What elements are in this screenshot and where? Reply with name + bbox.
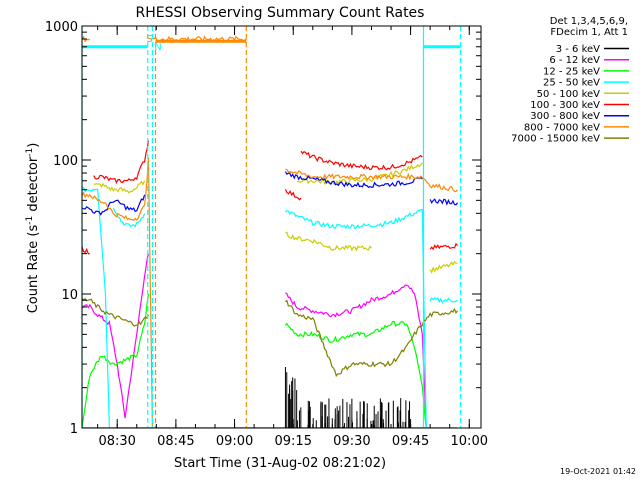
- y-axis-label: Count Rate (s-1 detector-1): [25, 143, 41, 314]
- plot-area: SN: [82, 26, 462, 428]
- y-tick-label: 100: [53, 154, 78, 169]
- series-line-segment: [285, 284, 427, 428]
- legend-label: 7000 - 15000 keV: [511, 134, 600, 145]
- series-line-segment: [284, 320, 427, 428]
- series-line-segment: [82, 246, 90, 255]
- series-line-segment: [284, 171, 423, 189]
- legend-label: 25 - 50 keV: [543, 78, 600, 89]
- legend-label: 3 - 6 keV: [556, 44, 600, 55]
- series-line-segment: [82, 35, 91, 43]
- footer-date: 19-Oct-2021 01:42: [560, 467, 636, 476]
- series-line-segment: [429, 198, 459, 206]
- series-line-segment: [296, 162, 423, 186]
- y-tick-label: 10: [61, 288, 78, 303]
- x-tick-label: 09:00: [216, 434, 253, 449]
- series-25-50-kev: [82, 186, 458, 428]
- y-axis-label-sup2: -1: [25, 148, 35, 157]
- series-line-segment: [82, 293, 150, 428]
- legend-label: 6 - 12 keV: [549, 55, 600, 66]
- series-line-segment: [285, 168, 458, 193]
- series-line-segment: [285, 299, 459, 378]
- series-line-segment: [429, 297, 458, 304]
- y-axis-label-mid: detector: [26, 156, 41, 216]
- series-line-segment: [82, 157, 154, 428]
- x-tick-label: 08:30: [98, 434, 135, 449]
- legend-label: 300 - 800 keV: [530, 111, 600, 122]
- series-line-segment: [429, 260, 458, 274]
- series-6-12-kev: [82, 253, 427, 428]
- y-tick-label: 1000: [45, 20, 78, 35]
- series-800-7000-kev: [82, 35, 458, 428]
- legend: Det 1,3,4,5,6,9,FDecim 1, Att 1 3 - 6 keV…: [511, 16, 629, 145]
- series-100-300-kev: [82, 140, 458, 255]
- marker-s: S: [146, 34, 152, 45]
- series-line-segment: [285, 231, 372, 252]
- series-line-segment: [93, 140, 150, 185]
- series-group: [82, 26, 462, 428]
- x-axis-label: Start Time (31-Aug-02 08:21:02): [174, 456, 386, 471]
- legend-label: 100 - 300 keV: [530, 100, 600, 111]
- series-line-segment: [300, 150, 423, 171]
- series-50-100-kev: [93, 162, 458, 274]
- x-tick-label: 10:00: [451, 434, 488, 449]
- x-tick-label: 09:45: [392, 434, 429, 449]
- series-line-segment: [82, 194, 146, 216]
- y-axis-label-main: Count Rate (s: [26, 225, 41, 314]
- plot-frame: [81, 25, 482, 429]
- series-line-segment: [112, 207, 146, 228]
- chart-title: RHESSI Observing Summary Count Rates: [136, 5, 425, 21]
- x-tick-label: 08:45: [157, 434, 194, 449]
- series-line-segment: [284, 208, 427, 428]
- series-line-segment: [82, 253, 150, 419]
- legend-label: 800 - 7000 keV: [524, 122, 600, 133]
- series-12-25-kev: [82, 293, 427, 428]
- marker-n: N: [154, 42, 161, 53]
- series-line-segment: [82, 297, 150, 327]
- series-line-segment: [152, 35, 247, 42]
- legend-label: 12 - 25 keV: [543, 66, 600, 77]
- legend-label: 50 - 100 keV: [537, 89, 601, 100]
- legend-header-line: FDecim 1, Att 1: [550, 27, 628, 38]
- x-tick-label: 09:30: [333, 434, 370, 449]
- series-line-segment: [429, 242, 458, 251]
- axes: 1 10 100 1000 08:30 08:45 09:00 09:15 09:30 09:45…: [45, 20, 488, 449]
- legend-header-line: Det 1,3,4,5,6,9,: [550, 16, 628, 27]
- y-axis-label-sup1: -1: [25, 216, 35, 225]
- y-axis-label-end: ): [26, 143, 41, 148]
- series-300-800-kev: [82, 171, 459, 216]
- series-line-segment: [284, 189, 302, 201]
- series-7000-15000-kev: [82, 297, 459, 378]
- series-line-segment: [93, 180, 146, 194]
- x-tick-label: 09:15: [275, 434, 312, 449]
- series-3-6-kev-spikes: [284, 367, 411, 428]
- y-tick-label: 1: [70, 422, 78, 437]
